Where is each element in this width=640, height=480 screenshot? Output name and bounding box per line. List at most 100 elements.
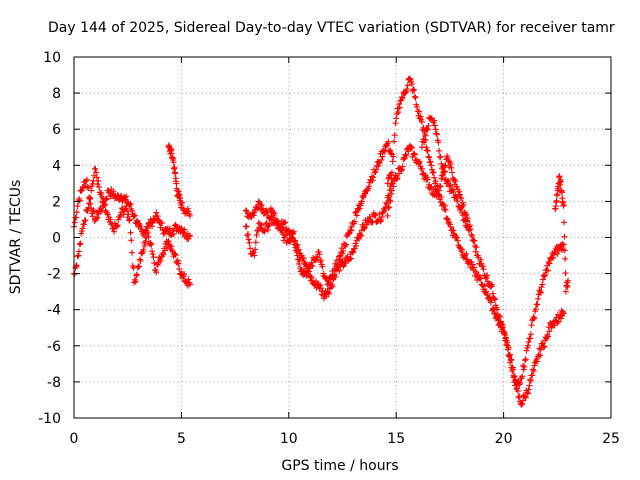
data-point: [478, 260, 485, 267]
data-point: [295, 260, 302, 267]
data-point: [76, 197, 83, 204]
data-point: [534, 358, 541, 365]
data-point: [83, 177, 90, 184]
data-point: [282, 231, 289, 238]
data-point: [436, 182, 443, 189]
data-point: [160, 251, 167, 258]
data-point: [394, 174, 401, 181]
data-point: [421, 139, 428, 146]
data-point: [537, 352, 544, 359]
data-point: [114, 222, 121, 229]
data-point: [282, 232, 289, 239]
data-point: [133, 272, 140, 279]
data-point: [136, 256, 143, 263]
data-point: [537, 288, 544, 295]
data-point: [74, 203, 81, 210]
data-point: [384, 180, 391, 187]
data-point: [519, 397, 526, 404]
data-point: [380, 209, 387, 216]
data-point: [439, 172, 446, 179]
data-point: [289, 234, 296, 241]
data-point: [546, 328, 553, 335]
data-point: [456, 191, 463, 198]
data-point: [469, 232, 476, 239]
data-point: [257, 201, 264, 208]
data-point: [429, 169, 436, 176]
data-point: [89, 213, 96, 220]
data-point: [529, 366, 536, 373]
data-point: [339, 250, 346, 257]
data-point: [126, 216, 133, 223]
data-point: [387, 198, 394, 205]
data-point: [123, 193, 130, 200]
data-point: [377, 218, 384, 225]
data-point: [88, 187, 95, 194]
data-point: [113, 223, 120, 230]
data-point: [87, 200, 94, 207]
data-point: [186, 232, 193, 239]
data-point: [511, 373, 518, 380]
data-point: [351, 218, 358, 225]
data-point: [479, 263, 486, 270]
data-point: [95, 211, 102, 218]
data-point: [175, 260, 182, 267]
data-point: [433, 130, 440, 137]
data-point: [150, 254, 157, 261]
data-point: [388, 150, 395, 157]
data-point: [424, 126, 431, 133]
data-point: [562, 255, 569, 262]
data-point: [494, 306, 501, 313]
data-point: [440, 169, 447, 176]
data-point: [550, 254, 557, 261]
data-point: [561, 233, 568, 240]
data-point: [477, 256, 484, 263]
data-point: [519, 362, 526, 369]
data-point: [469, 261, 476, 268]
data-point: [93, 169, 100, 176]
data-point: [459, 212, 466, 219]
data-point: [526, 382, 533, 389]
data-point: [416, 158, 423, 165]
data-point: [411, 93, 418, 100]
data-point: [390, 183, 397, 190]
data-point: [387, 147, 394, 154]
data-point: [434, 131, 441, 138]
data-point: [539, 281, 546, 288]
data-point: [186, 212, 193, 219]
data-point: [300, 255, 307, 262]
data-point: [265, 222, 272, 229]
data-point: [489, 305, 496, 312]
y-tick-label: -4: [47, 303, 61, 319]
data-point: [432, 186, 439, 193]
data-point: [391, 138, 398, 145]
data-point: [154, 261, 161, 268]
data-point: [84, 207, 91, 214]
data-point: [541, 273, 548, 280]
y-tick-label: 8: [52, 86, 61, 102]
data-point: [560, 308, 567, 315]
data-point: [149, 248, 156, 255]
data-point: [74, 253, 81, 260]
data-point: [254, 205, 261, 212]
data-point: [391, 132, 398, 139]
data-point: [173, 180, 180, 187]
data-point: [139, 250, 146, 257]
data-point: [271, 210, 278, 217]
data-point: [348, 223, 355, 230]
data-point: [449, 169, 456, 176]
data-point: [384, 212, 391, 219]
data-point: [255, 198, 262, 205]
data-point: [75, 252, 82, 259]
data-point: [267, 213, 274, 220]
data-point: [438, 175, 445, 182]
data-point: [251, 209, 258, 216]
data-point: [84, 183, 91, 190]
data-point: [501, 330, 508, 337]
data-point: [353, 242, 360, 249]
data-point: [181, 271, 188, 278]
data-point: [463, 250, 470, 257]
data-point: [531, 315, 538, 322]
data-point: [132, 278, 139, 285]
data-point: [186, 281, 193, 288]
data-point: [170, 231, 177, 238]
